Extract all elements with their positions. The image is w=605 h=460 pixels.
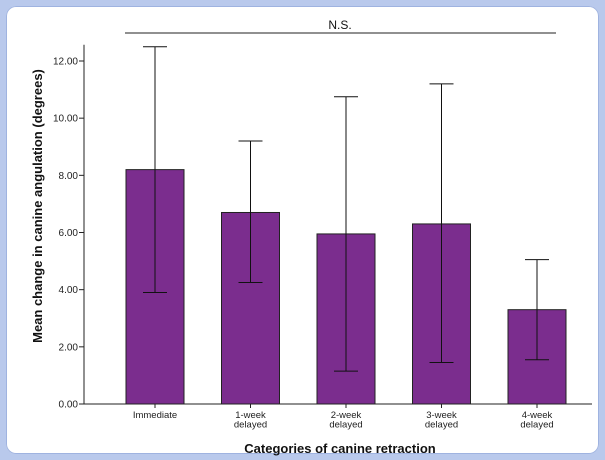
y-tick-label: 6.00 [59, 228, 79, 239]
x-tick-label: 2-week delayed [329, 410, 362, 431]
x-tick-label: 3-week delayed [425, 410, 458, 431]
significance-annotation: N.S. [328, 18, 351, 32]
y-axis-title: Mean change in canine angulation (degree… [30, 69, 45, 343]
x-tick-label: 4-week delayed [520, 410, 553, 431]
y-tick-label: 10.00 [53, 114, 78, 125]
y-tick-label: 2.00 [59, 342, 79, 353]
y-tick-label: 12.00 [53, 57, 78, 68]
y-tick-label: 8.00 [59, 171, 79, 182]
y-tick-label: 0.00 [59, 400, 79, 411]
x-tick-label: Immediate [133, 410, 177, 421]
chart-frame [6, 6, 599, 454]
x-tick-label: 1-week delayed [234, 410, 267, 431]
x-axis-title: Categories of canine retraction [244, 441, 435, 456]
y-tick-label: 4.00 [59, 285, 79, 296]
